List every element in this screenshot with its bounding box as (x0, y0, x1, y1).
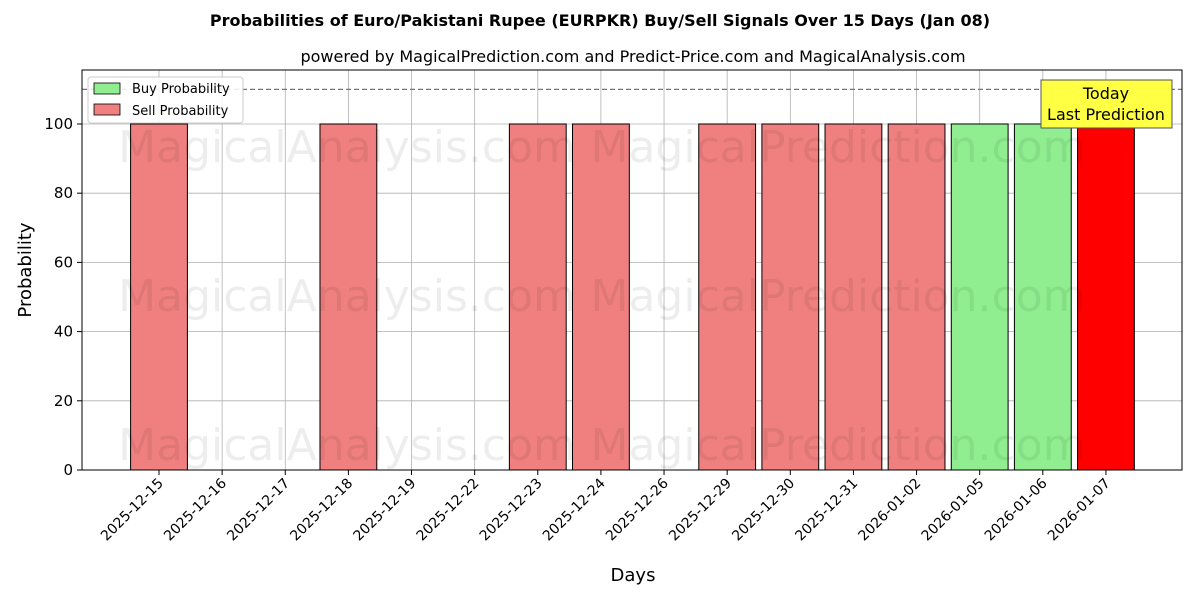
sell-bar (698, 123, 757, 471)
chart-title: Probabilities of Euro/Pakistani Rupee (E… (210, 11, 990, 30)
legend-label-buy: Buy Probability (132, 82, 230, 97)
legend-swatch-sell (93, 103, 121, 116)
legend: Buy Probability Sell Probability (87, 76, 244, 124)
legend-swatch-buy (93, 82, 121, 95)
watermark: MagicalPrediction.com (591, 271, 1086, 322)
x-tick-label: 2026-01-05 (919, 476, 988, 545)
sell-bar (572, 123, 630, 471)
watermark: MagicalAnalysis.com (118, 122, 576, 173)
sell-bar (824, 123, 883, 471)
y-tick-label: 80 (54, 184, 73, 202)
x-tick-label: 2026-01-07 (1045, 476, 1114, 545)
sell-bar (508, 123, 567, 471)
x-tick-label: 2025-12-18 (287, 476, 356, 545)
sell-bar (887, 123, 946, 471)
y-tick-label: 60 (54, 253, 73, 271)
x-tick-label: 2026-01-02 (856, 476, 925, 545)
sell-bar (319, 123, 378, 471)
sell-bar (130, 123, 188, 471)
plot-frame (81, 69, 1183, 471)
x-tick-label: 2025-12-17 (224, 476, 293, 545)
watermark: MagicalAnalysis.com (118, 271, 576, 322)
x-tick-label: 2025-12-31 (792, 476, 861, 545)
x-tick-label: 2025-12-22 (414, 476, 483, 545)
today-annotation: Today Last Prediction (1040, 79, 1173, 129)
x-tick-label: 2025-12-19 (350, 476, 419, 545)
x-tick-label: 2025-12-23 (477, 476, 546, 545)
y-tick-label: 0 (63, 461, 73, 479)
x-tick-label: 2025-12-15 (98, 476, 167, 545)
y-tick-label: 20 (54, 392, 73, 410)
x-tick-label: 2025-12-26 (603, 475, 672, 544)
x-tick-label: 2025-12-30 (729, 476, 798, 545)
annotation-line1: Today (1082, 84, 1129, 103)
legend-label-sell: Sell Probability (132, 104, 229, 119)
y-tick-label: 40 (54, 323, 73, 341)
x-tick-label: 2025-12-16 (161, 475, 230, 544)
x-tick-label: 2025-12-24 (540, 475, 609, 544)
x-tick-label: 2026-01-06 (982, 475, 1051, 544)
sell-bar (761, 123, 820, 471)
y-axis-label: Probability (15, 222, 36, 317)
x-tick-label: 2025-12-29 (666, 476, 735, 545)
watermark: MagicalPrediction.com (591, 420, 1086, 471)
watermark: MagicalAnalysis.com (118, 420, 576, 471)
watermark: MagicalPrediction.com (591, 122, 1086, 173)
sell-bar (1077, 123, 1135, 471)
annotation-line2: Last Prediction (1047, 105, 1165, 124)
x-axis-label: Days (611, 565, 656, 586)
chart-subtitle: powered by MagicalPrediction.com and Pre… (300, 47, 965, 66)
y-tick-label: 100 (44, 115, 73, 133)
